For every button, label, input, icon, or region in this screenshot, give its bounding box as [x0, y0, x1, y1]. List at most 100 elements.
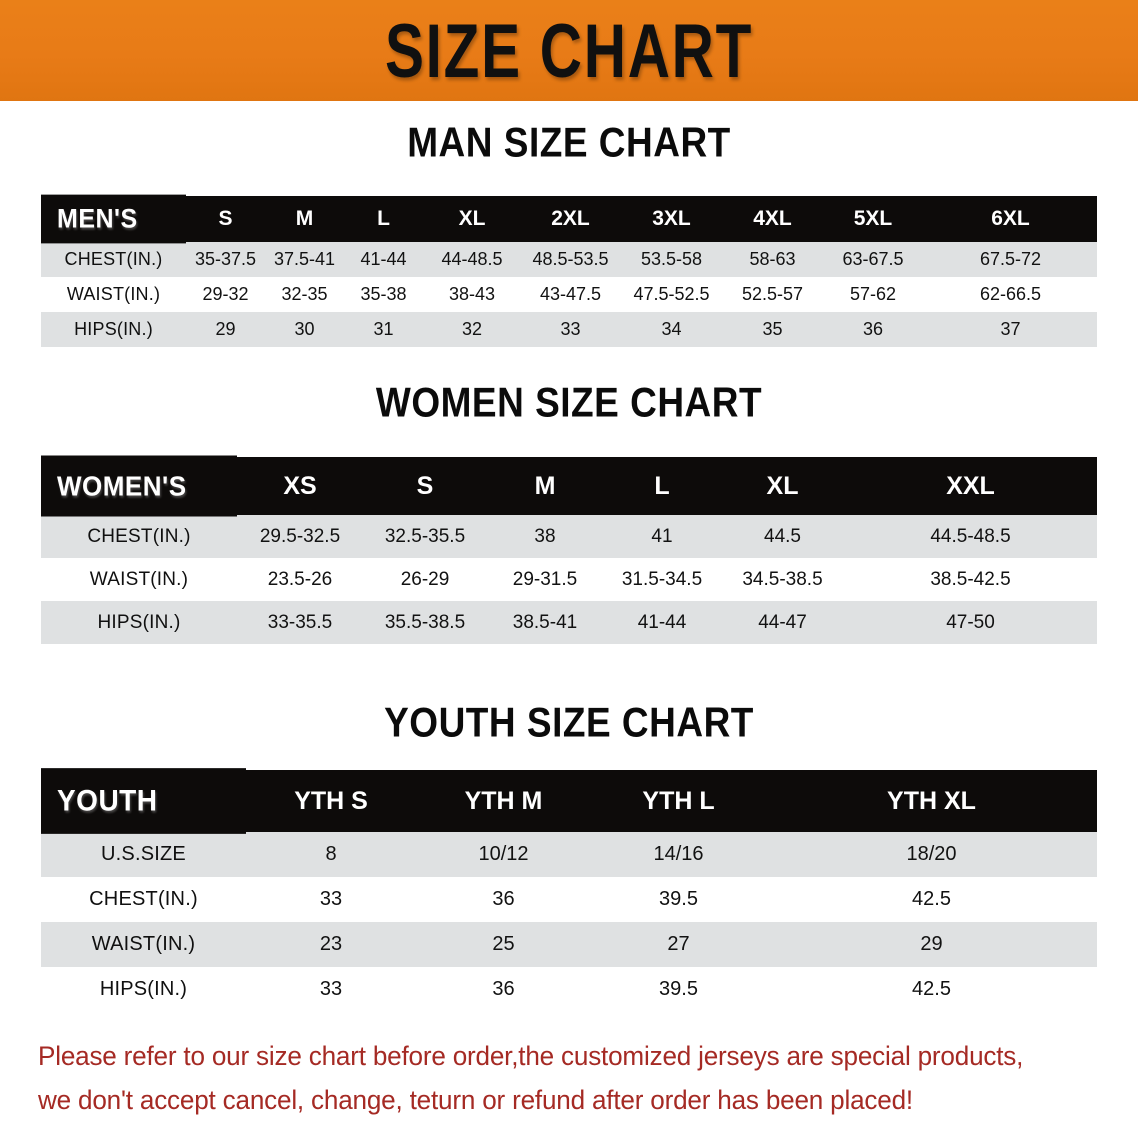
man-section-title: MAN SIZE CHART [407, 119, 731, 166]
man-chest-4xl: 58-63 [723, 242, 822, 277]
man-chest-5xl: 63-67.5 [822, 242, 924, 277]
women-waist-l: 31.5-34.5 [603, 558, 721, 601]
women-row-label-waist: WAIST(IN.) [41, 558, 237, 601]
women-row-label-chest: CHEST(IN.) [41, 515, 237, 558]
youth-row-label-hips: HIPS(IN.) [41, 967, 246, 1012]
youth-row-label-chest: CHEST(IN.) [41, 877, 246, 922]
man-hips-3xl: 34 [620, 312, 723, 347]
man-row-label-hips: HIPS(IN.) [41, 312, 186, 347]
women-chest-xl: 44.5 [721, 515, 844, 558]
youth-us-size-l: 14/16 [591, 832, 766, 877]
man-waist-l: 35-38 [344, 277, 423, 312]
women-hips-xs: 33-35.5 [237, 601, 363, 644]
youth-hips-xl: 42.5 [766, 967, 1097, 1012]
youth-hips-m: 36 [416, 967, 591, 1012]
man-size-header-2xl: 2XL [521, 196, 620, 242]
youth-waist-s: 23 [246, 922, 416, 967]
man-hips-6xl: 37 [924, 312, 1097, 347]
table-header-row: MEN'S S M L XL 2XL 3XL 4XL 5XL 6XL [41, 194, 1097, 244]
man-hips-m: 30 [265, 312, 344, 347]
youth-size-table: YOUTH YTH S YTH M YTH L YTH XL U.S.SIZE … [41, 768, 1097, 1012]
youth-row-label-us-size: U.S.SIZE [41, 832, 246, 877]
disclaimer-line-1: Please refer to our size chart before or… [38, 1041, 1024, 1071]
women-size-header-m: M [487, 457, 603, 515]
women-chest-xxl: 44.5-48.5 [844, 515, 1097, 558]
man-size-header-6xl: 6XL [924, 196, 1097, 242]
youth-waist-m: 25 [416, 922, 591, 967]
women-size-header-xxl: XXL [844, 457, 1097, 515]
man-chest-6xl: 67.5-72 [924, 242, 1097, 277]
man-chest-m: 37.5-41 [265, 242, 344, 277]
youth-category-header: YOUTH [41, 768, 246, 834]
women-section-title: WOMEN SIZE CHART [375, 379, 763, 426]
man-hips-2xl: 33 [521, 312, 620, 347]
youth-size-header-l: YTH L [591, 770, 766, 832]
man-size-header-m: M [265, 196, 344, 242]
table-row: HIPS(IN.) 33-35.5 35.5-38.5 38.5-41 41-4… [41, 601, 1097, 644]
youth-size-header-m: YTH M [416, 770, 591, 832]
man-hips-xl: 32 [423, 312, 521, 347]
man-chest-2xl: 48.5-53.5 [521, 242, 620, 277]
man-chest-s: 35-37.5 [186, 242, 265, 277]
women-row-label-hips: HIPS(IN.) [41, 601, 237, 644]
man-waist-xl: 38-43 [423, 277, 521, 312]
man-hips-l: 31 [344, 312, 423, 347]
man-row-label-waist: WAIST(IN.) [41, 277, 186, 312]
women-waist-m: 29-31.5 [487, 558, 603, 601]
women-hips-m: 38.5-41 [487, 601, 603, 644]
women-size-header-s: S [363, 457, 487, 515]
disclaimer-line-2: we don't accept cancel, change, teturn o… [38, 1085, 913, 1115]
table-row: WAIST(IN.) 23.5-26 26-29 29-31.5 31.5-34… [41, 558, 1097, 601]
youth-size-header-s: YTH S [246, 770, 416, 832]
women-hips-xl: 44-47 [721, 601, 844, 644]
women-waist-xs: 23.5-26 [237, 558, 363, 601]
women-waist-s: 26-29 [363, 558, 487, 601]
youth-us-size-m: 10/12 [416, 832, 591, 877]
man-waist-4xl: 52.5-57 [723, 277, 822, 312]
man-hips-s: 29 [186, 312, 265, 347]
man-row-label-chest: CHEST(IN.) [41, 242, 186, 277]
man-waist-2xl: 43-47.5 [521, 277, 620, 312]
disclaimer-note: Please refer to our size chart before or… [38, 1034, 1088, 1122]
women-category-header: WOMEN'S [41, 455, 237, 517]
man-waist-s: 29-32 [186, 277, 265, 312]
man-size-header-3xl: 3XL [620, 196, 723, 242]
page-title: SIZE CHART [384, 7, 754, 94]
youth-hips-s: 33 [246, 967, 416, 1012]
table-row: CHEST(IN.) 29.5-32.5 32.5-35.5 38 41 44.… [41, 515, 1097, 558]
women-chest-l: 41 [603, 515, 721, 558]
youth-chest-s: 33 [246, 877, 416, 922]
table-header-row: YOUTH YTH S YTH M YTH L YTH XL [41, 768, 1097, 834]
youth-waist-xl: 29 [766, 922, 1097, 967]
table-row: WAIST(IN.) 23 25 27 29 [41, 922, 1097, 967]
man-size-header-5xl: 5XL [822, 196, 924, 242]
table-row: HIPS(IN.) 33 36 39.5 42.5 [41, 967, 1097, 1012]
man-size-header-xl: XL [423, 196, 521, 242]
youth-section-title: YOUTH SIZE CHART [384, 699, 754, 746]
man-hips-4xl: 35 [723, 312, 822, 347]
table-row: CHEST(IN.) 35-37.5 37.5-41 41-44 44-48.5… [41, 242, 1097, 277]
youth-chest-m: 36 [416, 877, 591, 922]
table-row: CHEST(IN.) 33 36 39.5 42.5 [41, 877, 1097, 922]
youth-us-size-s: 8 [246, 832, 416, 877]
page-banner: SIZE CHART [0, 0, 1138, 101]
man-size-table: MEN'S S M L XL 2XL 3XL 4XL 5XL 6XL CHEST… [41, 194, 1097, 347]
youth-row-label-waist: WAIST(IN.) [41, 922, 246, 967]
youth-us-size-xl: 18/20 [766, 832, 1097, 877]
man-category-header: MEN'S [41, 194, 186, 244]
women-waist-xl: 34.5-38.5 [721, 558, 844, 601]
man-chest-l: 41-44 [344, 242, 423, 277]
table-row: U.S.SIZE 8 10/12 14/16 18/20 [41, 832, 1097, 877]
women-size-header-l: L [603, 457, 721, 515]
women-size-header-xs: XS [237, 457, 363, 515]
women-chest-xs: 29.5-32.5 [237, 515, 363, 558]
man-chest-3xl: 53.5-58 [620, 242, 723, 277]
women-chest-s: 32.5-35.5 [363, 515, 487, 558]
women-hips-s: 35.5-38.5 [363, 601, 487, 644]
table-row: HIPS(IN.) 29 30 31 32 33 34 35 36 37 [41, 312, 1097, 347]
man-size-header-l: L [344, 196, 423, 242]
women-size-header-xl: XL [721, 457, 844, 515]
man-waist-m: 32-35 [265, 277, 344, 312]
man-hips-5xl: 36 [822, 312, 924, 347]
